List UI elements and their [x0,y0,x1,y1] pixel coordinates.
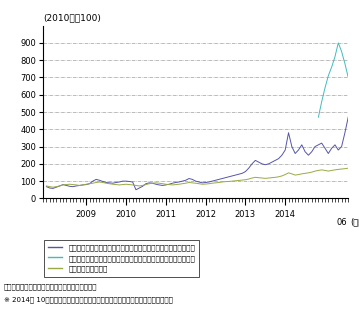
Text: 資料：日本政府観光局、日本百貨店協会から作成: 資料：日本政府観光局、日本百貨店協会から作成 [4,283,97,290]
Text: (2010年＝100): (2010年＝100) [43,13,101,22]
Text: (年月): (年月) [350,218,359,227]
Text: 06: 06 [336,218,347,227]
Legend: 百貨店外国人観光客売上高（免税手続きベース、消耗品を除く）, 百貨店外国人観光客売上高（免税手続きベース、消耗品を含む）, 訪日外国人旅行客数: 百貨店外国人観光客売上高（免税手続きベース、消耗品を除く）, 百貨店外国人観光客… [44,240,199,276]
Text: ※ 2014年 10月から、新たに消耗品（化粧品、食料品等）が免税対象となった。: ※ 2014年 10月から、新たに消耗品（化粧品、食料品等）が免税対象となった。 [4,296,172,303]
